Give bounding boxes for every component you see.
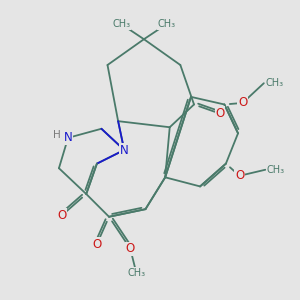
Text: O: O bbox=[126, 242, 135, 255]
Text: CH₃: CH₃ bbox=[265, 78, 284, 88]
Text: O: O bbox=[92, 238, 101, 250]
Text: O: O bbox=[57, 209, 67, 222]
Text: O: O bbox=[215, 107, 224, 120]
Text: CH₃: CH₃ bbox=[267, 165, 285, 175]
Text: O: O bbox=[238, 96, 247, 110]
Text: N: N bbox=[120, 143, 129, 157]
Text: O: O bbox=[235, 169, 244, 182]
Text: CH₃: CH₃ bbox=[127, 268, 146, 278]
Text: H: H bbox=[52, 130, 60, 140]
Text: CH₃: CH₃ bbox=[158, 19, 176, 29]
Text: N: N bbox=[64, 131, 72, 144]
Text: CH₃: CH₃ bbox=[112, 19, 130, 29]
